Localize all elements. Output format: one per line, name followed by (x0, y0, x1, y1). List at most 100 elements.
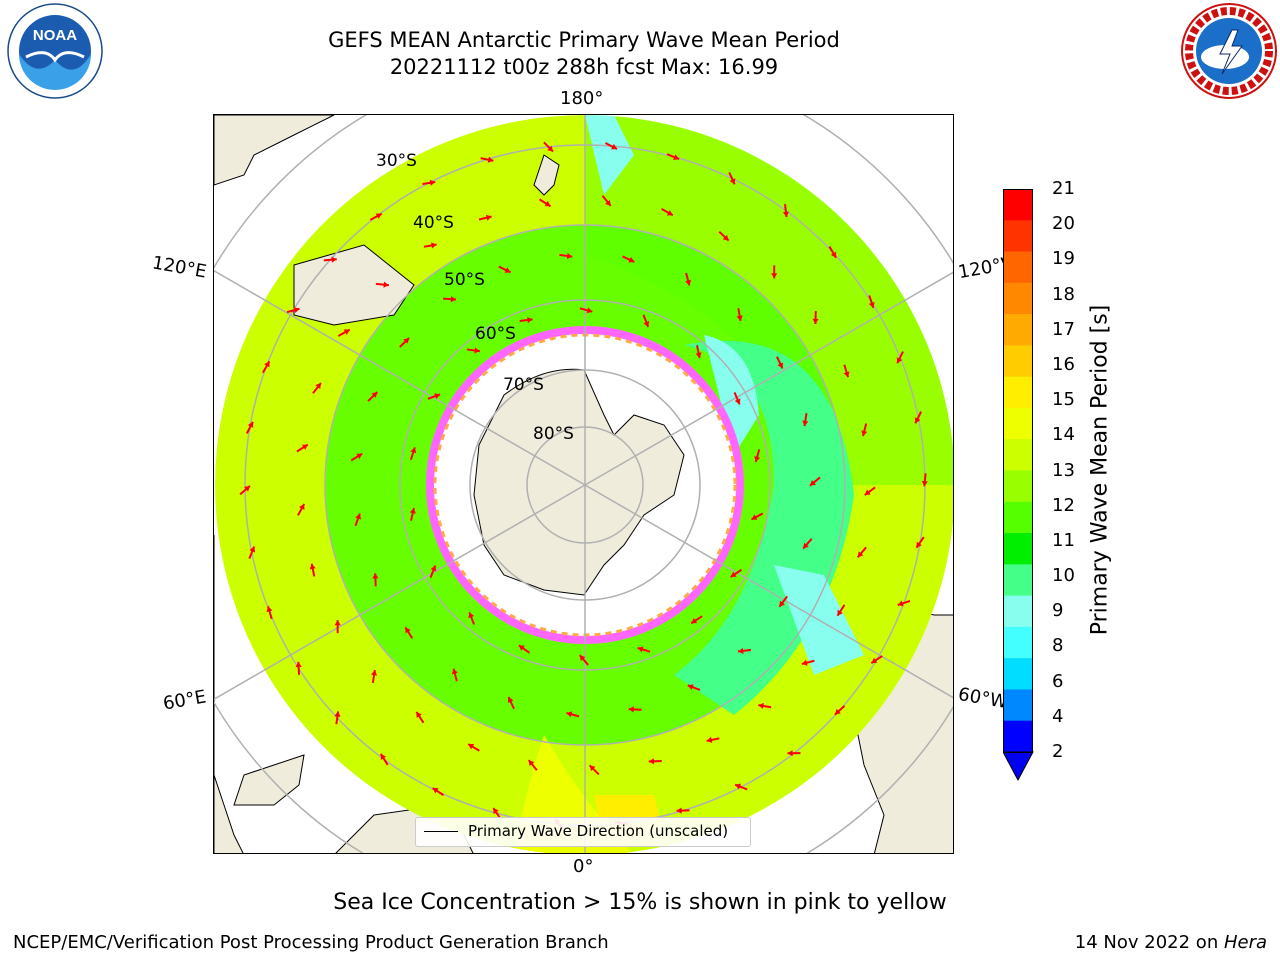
wave-arrow-head (779, 600, 785, 607)
chart-title: GEFS MEAN Antarctic Primary Wave Mean Pe… (328, 28, 840, 52)
noaa-logo: NOAA (6, 2, 104, 100)
wave-arrow-head (758, 702, 764, 709)
colorbar-bin (1003, 439, 1033, 471)
colorbar (1002, 189, 1034, 782)
wave-arrow-head (409, 508, 416, 514)
wave-arrow-head (803, 542, 809, 549)
wave-arrow-head (914, 417, 921, 424)
wave-arrow-head (416, 711, 422, 718)
wave-arrow-head (434, 393, 441, 400)
wave-arrow-head (249, 546, 256, 553)
wave-arrow-head (782, 211, 789, 218)
noaa-logo-text: NOAA (33, 27, 77, 44)
colorbar-tick-label: 14 (1052, 424, 1075, 446)
wave-arrow-head (729, 178, 736, 185)
colorbar-label: Primary Wave Mean Period [s] (1087, 304, 1113, 636)
wave-arrow-head (468, 612, 475, 619)
wave-arrow-head (375, 213, 382, 219)
wave-arrow-head (295, 661, 302, 668)
wave-arrow-head (687, 684, 694, 691)
wave-arrow-head (566, 711, 573, 718)
nws-logo (1180, 2, 1278, 100)
colorbar-tick-label: 20 (1052, 213, 1075, 235)
meridian-line (214, 484, 586, 701)
colorbar-tick-label: 19 (1052, 248, 1075, 270)
wave-arrow-head (309, 563, 316, 570)
colorbar-tick-label: 15 (1052, 389, 1075, 411)
wave-arrow-head (410, 447, 417, 454)
lat-label-50s: 50°S (444, 270, 485, 290)
wave-arrow-head (605, 199, 611, 206)
wave-arrow-head (830, 251, 837, 258)
wave-arrow-head (544, 200, 551, 207)
colorbar-bin (1003, 720, 1033, 753)
lon-label-120e: 120°E (150, 252, 209, 283)
wave-arrow-head (493, 808, 499, 815)
wave-arrow-head (301, 444, 308, 450)
lon-label-60w: 60°W (956, 683, 1010, 714)
wave-arrow-head (706, 736, 713, 743)
wave-arrow-head (334, 620, 341, 626)
wave-arrow-head (643, 321, 650, 327)
colorbar-bin (1003, 689, 1033, 722)
wave-arrow-head (331, 256, 337, 263)
colorbar-bin (1003, 658, 1033, 690)
colorbar-bin (1003, 251, 1033, 284)
colorbar-tick-label: 10 (1052, 565, 1075, 587)
wave-arrow-head (897, 600, 904, 607)
wave-arrow-head (787, 750, 793, 757)
wave-arrow-head (628, 256, 635, 263)
wave-arrow-head (722, 234, 729, 241)
wave-arrow-head (405, 627, 411, 634)
wave-arrow-head (527, 316, 533, 324)
wave-arrow-head (431, 242, 437, 249)
wave-arrow-head (695, 352, 702, 358)
wave-arrow-head (637, 646, 644, 653)
wave-arrow-head (648, 758, 655, 765)
wave-arrow-head (371, 391, 378, 398)
wave-arrow-head (504, 267, 511, 273)
wave-arrow-head (579, 655, 586, 661)
wave-arrow-head (547, 145, 554, 152)
wave-arrow-head (432, 788, 439, 794)
colorbar-bin (1003, 282, 1033, 315)
wave-arrow-head (751, 514, 758, 520)
colorbar-bin (1003, 407, 1033, 440)
wave-arrow-head (666, 210, 673, 216)
colorbar-tick-label: 4 (1052, 705, 1064, 727)
colorbar-frame (1003, 189, 1033, 753)
wave-arrow-head (809, 480, 816, 486)
wave-arrow-head (380, 753, 387, 760)
footer-date-text: 14 Nov 2022 on (1074, 932, 1224, 953)
wave-arrow-head (371, 670, 378, 676)
wave-arrow-head (735, 783, 742, 790)
lon-label-180: 180° (560, 88, 604, 109)
wave-arrow-head (837, 609, 843, 616)
lon-label-0: 0° (573, 856, 594, 877)
wave-arrow-head (429, 179, 436, 186)
wave-arrow-head (589, 765, 596, 772)
wave-arrow-head (451, 668, 458, 675)
colorbar-tick-label: 2 (1052, 741, 1064, 762)
wave-arrow-head (507, 696, 514, 703)
wave-arrow-head (871, 657, 878, 664)
footer-machine-name: Hera (1223, 932, 1267, 953)
colorbar-bin (1003, 470, 1033, 503)
wave-arrow-head (293, 307, 300, 314)
wave-arrow-head (673, 154, 680, 160)
wave-arrow-head (343, 329, 350, 335)
wave-arrow-head (264, 361, 270, 368)
wave-arrow-head (691, 617, 698, 624)
wave-arrow-head (474, 347, 480, 354)
wave-arrow-head (921, 480, 928, 487)
colorbar-tick-label: 13 (1052, 459, 1075, 481)
wave-arrow-head (857, 551, 864, 558)
wave-arrow-head (771, 273, 778, 279)
map-legend: Primary Wave Direction (unscaled) (415, 817, 751, 847)
colorbar-bin (1003, 564, 1033, 597)
wave-arrow-head (738, 647, 744, 654)
colorbar-bin (1003, 626, 1033, 659)
wave-arrow-head (403, 338, 410, 344)
wave-arrow-head (861, 430, 868, 437)
meridian-line (214, 269, 586, 486)
